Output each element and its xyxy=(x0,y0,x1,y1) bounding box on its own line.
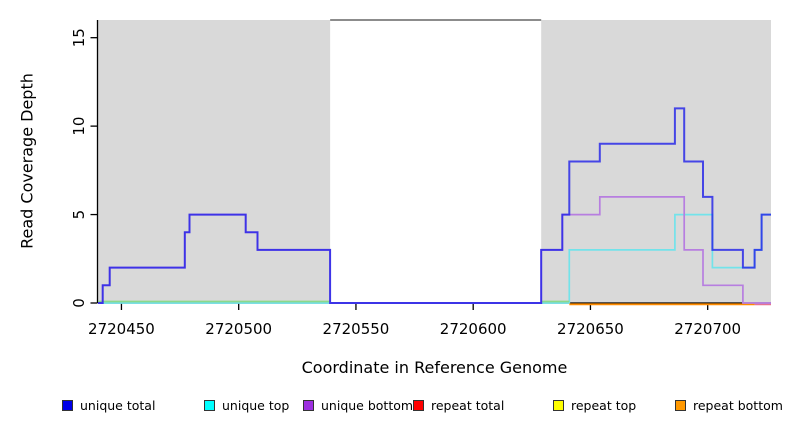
legend-label: repeat top xyxy=(571,397,637,413)
shaded-region xyxy=(98,20,331,303)
y-tick-label: 5 xyxy=(70,210,88,220)
y-tick-label: 0 xyxy=(70,298,88,308)
legend-swatch xyxy=(413,399,424,411)
legend-swatch xyxy=(303,399,314,411)
legend-label: repeat bottom xyxy=(693,397,783,413)
legend-item-unique-total: unique total xyxy=(62,397,155,413)
x-tick-label: 2720650 xyxy=(557,320,624,338)
legend-item-repeat-bottom: repeat bottom xyxy=(675,397,783,413)
legend-swatch xyxy=(675,399,686,411)
legend-swatch xyxy=(204,399,215,411)
y-tick-label: 15 xyxy=(70,28,88,47)
x-tick-label: 2720450 xyxy=(88,320,155,338)
legend: unique total unique top unique bottom repea… xyxy=(0,397,792,417)
x-tick-label: 2720600 xyxy=(440,320,507,338)
series-unique-total xyxy=(98,107,771,304)
x-tick-label: 2720500 xyxy=(205,320,272,338)
legend-item-repeat-total: repeat total xyxy=(413,397,504,413)
legend-label: unique top xyxy=(222,397,290,413)
legend-label: unique bottom xyxy=(321,397,414,413)
legend-label: repeat total xyxy=(431,397,505,413)
legend-item-unique-top: unique top xyxy=(204,397,289,413)
legend-item-repeat-top: repeat top xyxy=(553,397,636,413)
legend-item-unique-bottom: unique bottom xyxy=(303,397,413,413)
legend-swatch xyxy=(553,399,564,411)
x-axis-title: Coordinate in Reference Genome xyxy=(301,358,568,377)
x-tick-label: 2720700 xyxy=(674,320,741,338)
legend-label: unique total xyxy=(80,397,156,413)
y-axis-title: Read Coverage Depth xyxy=(17,73,37,249)
y-tick-label: 10 xyxy=(70,117,88,136)
x-tick-label: 2720550 xyxy=(323,320,390,338)
legend-swatch xyxy=(62,399,73,411)
